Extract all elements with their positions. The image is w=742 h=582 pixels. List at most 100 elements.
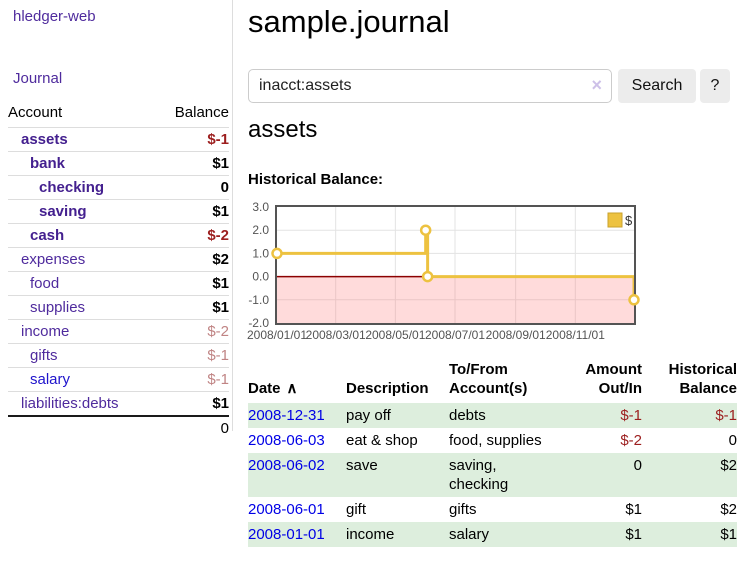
account-row-supplies: supplies $1 <box>8 295 229 320</box>
transaction-balance: $2 <box>642 453 737 497</box>
register-row: 2008-06-02 save saving, checking 0 $2 <box>248 453 737 497</box>
sidebar-item-journal[interactable]: Journal <box>13 70 63 87</box>
transaction-description: gift <box>346 501 367 518</box>
account-balance: $1 <box>156 391 229 416</box>
account-balance: $-2 <box>156 223 229 248</box>
register-row: 2008-06-03 eat & shop food, supplies $-2… <box>248 428 737 453</box>
account-balance: 0 <box>156 175 229 200</box>
account-row-income: income $-2 <box>8 319 229 344</box>
register-table: Date ∧ Description To/From Account(s) Amo… <box>248 360 737 547</box>
svg-text:0.0: 0.0 <box>252 270 269 284</box>
account-link-supplies[interactable]: supplies <box>30 299 86 316</box>
register-header-description: Description <box>346 380 429 397</box>
register-row: 2008-12-31 pay off debts $-1 $-1 <box>248 403 737 428</box>
transaction-amount: $-2 <box>620 432 642 449</box>
chart-title: Historical Balance: <box>248 171 384 188</box>
account-link-cash[interactable]: cash <box>30 227 65 244</box>
svg-text:1.0: 1.0 <box>252 246 269 260</box>
transaction-balance: 0 <box>728 432 737 449</box>
account-balance: $1 <box>156 199 229 224</box>
svg-text:2008/07/01: 2008/07/01 <box>425 328 485 342</box>
clear-search-icon[interactable]: × <box>591 75 602 95</box>
transaction-accounts: salary <box>449 522 555 547</box>
account-heading: assets <box>248 116 318 143</box>
svg-text:2008/03/01: 2008/03/01 <box>306 328 366 342</box>
account-link-assets[interactable]: assets <box>21 131 68 148</box>
transaction-amount: $1 <box>555 522 642 547</box>
account-row-checking: checking 0 <box>8 175 229 200</box>
account-row-expenses: expenses $2 <box>8 247 229 272</box>
account-link-income[interactable]: income <box>21 323 70 340</box>
register-header-date[interactable]: Date ∧ <box>248 380 298 397</box>
register-header-balance: Historical Balance <box>668 361 737 397</box>
register-header-row: Date ∧ Description To/From Account(s) Amo… <box>248 360 737 403</box>
transaction-accounts: food, supplies <box>449 432 542 449</box>
account-link-checking[interactable]: checking <box>39 179 105 196</box>
account-row-cash: cash $-2 <box>8 223 229 248</box>
account-balance: $1 <box>156 271 229 296</box>
transaction-amount: $1 <box>625 501 642 518</box>
svg-text:2008/01/01: 2008/01/01 <box>247 328 307 342</box>
account-row-salary: salary $-1 <box>8 367 229 392</box>
transaction-balance: $1 <box>642 522 737 547</box>
account-balance: $1 <box>156 151 229 176</box>
svg-text:-2.0: -2.0 <box>248 316 269 330</box>
accounts-header-balance: Balance <box>174 104 229 121</box>
transaction-date-link[interactable]: 2008-01-01 <box>248 526 325 543</box>
account-balance: $-1 <box>156 343 229 368</box>
svg-text:2.0: 2.0 <box>252 223 269 237</box>
account-row-assets: assets $-1 <box>8 127 229 152</box>
account-link-bank[interactable]: bank <box>30 155 66 172</box>
register-header-amount: Amount Out/In <box>585 361 642 397</box>
help-button[interactable]: ? <box>700 69 730 103</box>
register-row: 2008-06-01 gift gifts $1 $2 <box>248 497 737 522</box>
account-balance: $-1 <box>156 127 229 152</box>
transaction-accounts: saving, checking <box>449 453 555 497</box>
account-row-food: food $1 <box>8 271 229 296</box>
account-link-expenses[interactable]: expenses <box>21 251 86 268</box>
transaction-date-link[interactable]: 2008-06-01 <box>248 501 325 518</box>
search-input[interactable] <box>248 69 612 103</box>
transaction-description: eat & shop <box>346 432 418 449</box>
historical-balance-chart: 3.0 2.0 1.0 0.0 -1.0 -2.0 2008/01/01 2008/03/01… <box>240 200 650 348</box>
transaction-accounts: debts <box>449 403 555 428</box>
account-link-gifts[interactable]: gifts <box>30 347 58 364</box>
svg-text:2008/11/01: 2008/11/01 <box>546 328 605 342</box>
account-balance: $-1 <box>156 367 229 392</box>
accounts-header-row: Account Balance <box>8 102 229 128</box>
svg-text:3.0: 3.0 <box>252 200 269 214</box>
search-box: × <box>248 69 612 103</box>
page-title: sample.journal <box>248 4 450 39</box>
account-link-liabilities-debts[interactable]: liabilities:debts <box>21 395 119 412</box>
register-header-accounts: To/From Account(s) <box>449 361 528 397</box>
accounts-total-row: 0 <box>8 415 229 440</box>
transaction-balance: $-1 <box>642 403 737 428</box>
transaction-description: save <box>346 453 449 497</box>
account-link-food[interactable]: food <box>30 275 60 292</box>
svg-text:2008/05/01: 2008/05/01 <box>365 328 425 342</box>
svg-text:2008/09/01: 2008/09/01 <box>486 328 546 342</box>
transaction-amount: 0 <box>555 453 642 497</box>
transaction-description: income <box>346 522 449 547</box>
account-link-saving[interactable]: saving <box>39 203 87 220</box>
app-title-link[interactable]: hledger-web <box>13 8 96 25</box>
account-balance: $2 <box>156 247 229 272</box>
svg-text:$: $ <box>625 213 633 228</box>
account-row-bank: bank $1 <box>8 151 229 176</box>
transaction-accounts: gifts <box>449 501 477 518</box>
transaction-balance: $2 <box>720 501 737 518</box>
svg-text:-1.0: -1.0 <box>248 293 269 307</box>
accounts-total-balance: 0 <box>156 415 229 440</box>
transaction-date-link[interactable]: 2008-06-02 <box>248 457 325 474</box>
transaction-date-link[interactable]: 2008-06-03 <box>248 432 325 449</box>
accounts-header-account: Account <box>8 104 63 121</box>
sort-ascending-icon: ∧ <box>286 380 298 397</box>
account-row-gifts: gifts $-1 <box>8 343 229 368</box>
account-balance: $-2 <box>156 319 229 344</box>
account-row-saving: saving $1 <box>8 199 229 224</box>
transaction-description: pay off <box>346 403 449 428</box>
search-button[interactable]: Search <box>618 69 696 103</box>
transaction-date-link[interactable]: 2008-12-31 <box>248 407 325 424</box>
account-link-salary[interactable]: salary <box>30 371 71 388</box>
sidebar-divider <box>232 0 233 431</box>
